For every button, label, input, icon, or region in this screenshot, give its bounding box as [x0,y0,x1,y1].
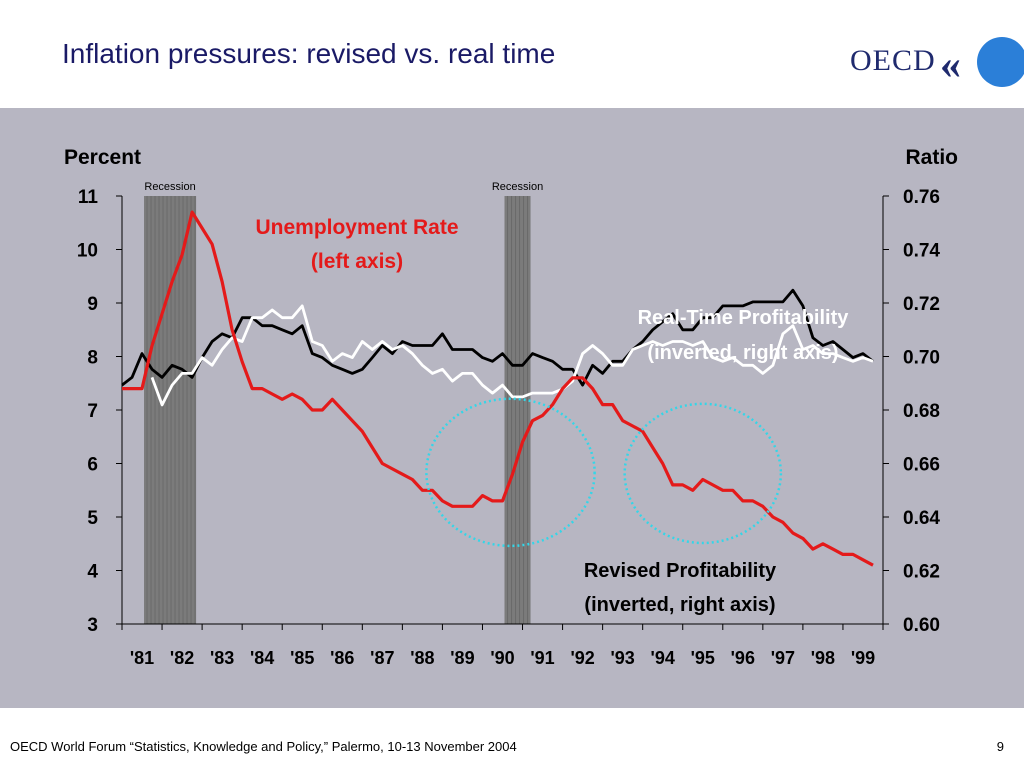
x-tick-label: '93 [611,648,635,668]
right-axis-title: Ratio [906,146,959,169]
logo-mark-icon: « [940,37,1024,88]
recession-label: Recession [492,181,543,193]
x-tick-label: '82 [170,648,194,668]
highlight-circle [425,397,596,548]
x-tick-label: '91 [530,648,554,668]
unemployment-annotation-line1: Unemployment Rate [255,216,458,239]
x-tick-label: '89 [450,648,474,668]
right-tick-label: 0.66 [903,455,940,476]
x-tick-label: '81 [130,648,154,668]
left-tick-label: 8 [87,348,98,369]
right-tick-label: 0.76 [903,187,940,208]
left-tick-label: 5 [87,508,98,529]
left-tick-label: 3 [87,615,98,636]
x-tick-label: '90 [490,648,514,668]
revised-series-line [121,288,874,387]
recession-bands: Recession Recession [144,181,543,624]
right-tick-label: 0.62 [903,562,940,583]
real-time-annotation-line1: Real-Time Profitability [638,307,850,329]
x-tick-label: '83 [210,648,234,668]
real-time-annotation-line2: (inverted, right axis) [647,342,838,364]
left-tick-label: 10 [77,241,98,262]
right-tick-label: 0.68 [903,401,940,422]
left-tick-label: 6 [87,455,98,476]
right-tick-label: 0.70 [903,348,940,369]
right-tick-label: 0.64 [903,508,940,529]
revised-annotation-line2: (inverted, right axis) [584,594,775,616]
x-tick-label: '94 [651,648,675,668]
chart-panel: Recession Recession 3 4 5 6 7 8 9 10 11 0.60 0.62 0.… [0,108,1024,708]
x-tick-label: '98 [811,648,835,668]
x-tick-label: '85 [290,648,314,668]
left-tick-label: 4 [87,562,98,583]
highlight-circles [425,397,783,548]
oecd-logo: OECD « [850,34,1024,94]
right-tick-label: 0.72 [903,294,940,315]
x-tick-label: '99 [851,648,875,668]
x-tick-label: '84 [250,648,274,668]
right-tick-label: 0.60 [903,615,940,636]
left-tick-label: 7 [87,401,98,422]
unemployment-series-line [122,210,874,567]
x-tick-label: '86 [330,648,354,668]
revised-annotation-line1: Revised Profitability [584,560,777,582]
unemployment-annotation-line2: (left axis) [311,250,403,273]
x-tick-label: '95 [691,648,715,668]
slide-title: Inflation pressures: revised vs. real ti… [62,38,556,69]
left-axis-title: Percent [64,146,141,169]
recession-band [144,196,197,624]
ticks: 3 4 5 6 7 8 9 10 11 0.60 0.62 0.64 0.66 0.68 0.70 0.72 0… [77,187,941,668]
inflation-chart: Recession Recession 3 4 5 6 7 8 9 10 11 0.60 0.62 0.… [64,146,958,668]
page-number: 9 [996,739,1004,754]
highlight-circle [623,402,783,545]
logo-text: OECD [850,44,936,77]
left-tick-label: 11 [78,187,99,208]
x-tick-label: '97 [771,648,795,668]
svg-text:«: « [940,42,961,88]
x-tick-label: '96 [731,648,755,668]
x-tick-label: '92 [570,648,594,668]
left-tick-label: 9 [87,294,98,315]
recession-label: Recession [144,181,195,193]
right-tick-label: 0.74 [903,241,940,262]
footer-text: OECD World Forum “Statistics, Knowledge … [10,739,517,754]
x-tick-label: '88 [410,648,434,668]
real_time-series-line [150,304,874,407]
recession-band [504,196,531,624]
series-lines [121,210,874,567]
x-tick-label: '87 [370,648,394,668]
labels: Percent Ratio Unemployment Rate (left ax… [64,146,958,616]
